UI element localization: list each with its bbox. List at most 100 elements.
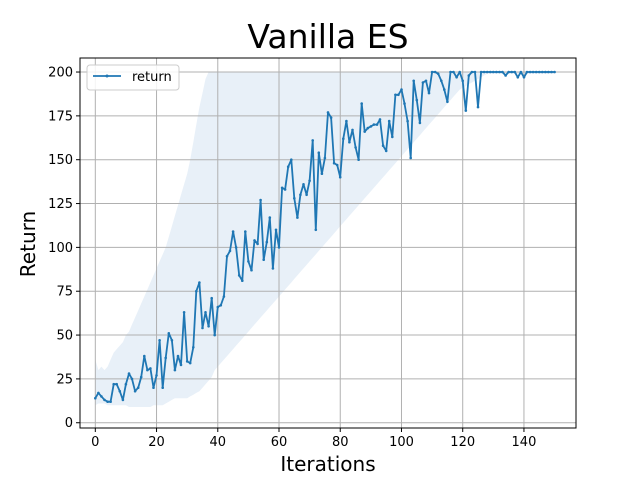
data-point [378, 118, 382, 121]
data-point [302, 183, 305, 186]
data-point [296, 216, 299, 219]
data-point [314, 228, 318, 232]
data-point [504, 74, 507, 77]
data-point [541, 70, 544, 74]
data-point [412, 79, 416, 83]
data-point [357, 158, 360, 161]
data-point [133, 389, 137, 393]
data-point [188, 361, 192, 365]
data-point [268, 216, 272, 219]
data-point [360, 102, 364, 105]
y-tick-label: 100 [48, 241, 73, 256]
legend-series-label: return [132, 70, 172, 85]
data-point [210, 296, 213, 300]
plot-frame [79, 57, 577, 429]
data-point [146, 368, 149, 372]
x-axis-label: Iterations [280, 452, 375, 476]
data-point [553, 70, 556, 74]
data-point [185, 360, 189, 363]
data-point [458, 70, 462, 74]
data-point [492, 70, 495, 74]
data-point [274, 228, 278, 232]
data-point [109, 400, 112, 404]
data-point [136, 386, 140, 390]
data-point [513, 70, 517, 74]
data-point [293, 197, 296, 200]
data-point [305, 193, 308, 197]
data-point [436, 72, 440, 76]
x-tick-label: 100 [389, 435, 414, 450]
x-axis-ticks: 0 20 40 60 80 100 120 140 [91, 428, 536, 450]
data-point [143, 354, 146, 358]
data-point [489, 70, 492, 74]
data-point [195, 289, 198, 293]
data-point [424, 79, 428, 83]
confidence-band [95, 72, 555, 407]
data-point [430, 70, 434, 74]
data-point [112, 382, 115, 386]
data-point [501, 70, 504, 74]
y-tick-label: 25 [56, 372, 73, 387]
data-point [467, 74, 471, 77]
data-point [124, 382, 128, 386]
x-tick-label: 80 [332, 435, 349, 450]
y-tick-label: 200 [48, 66, 73, 81]
data-point [449, 70, 452, 74]
data-point [534, 70, 538, 74]
data-point [381, 144, 385, 147]
y-tick-label: 75 [56, 285, 73, 300]
data-point [415, 98, 419, 102]
data-point [335, 163, 339, 167]
data-point [461, 79, 465, 83]
data-point [375, 123, 379, 126]
data-point [528, 70, 532, 74]
data-point [452, 70, 455, 74]
data-point [308, 179, 311, 182]
y-tick-label: 0 [65, 416, 73, 431]
data-point [397, 93, 400, 97]
data-point [103, 398, 106, 402]
data-point [244, 230, 247, 233]
data-point [421, 81, 425, 84]
legend: return [86, 64, 180, 91]
data-point [262, 258, 266, 262]
data-point [394, 93, 397, 97]
data-point [510, 70, 513, 74]
data-point [387, 119, 391, 123]
data-point [121, 398, 125, 402]
data-point [149, 367, 152, 370]
data-point [222, 295, 226, 298]
data-point [94, 396, 97, 400]
data-point [219, 304, 223, 307]
data-point [498, 70, 501, 74]
data-point [201, 326, 204, 330]
data-point [299, 193, 302, 197]
data-point [231, 230, 235, 233]
data-point [130, 377, 134, 381]
y-tick-label: 50 [56, 329, 73, 344]
data-point [464, 109, 468, 112]
data-point [237, 274, 241, 277]
data-point [406, 119, 409, 123]
data-point [192, 346, 195, 349]
y-axis-ticks: 0 25 50 75 100 125 150 175 200 [48, 66, 80, 431]
data-point [351, 128, 354, 132]
legend-box [86, 64, 180, 91]
data-point [470, 70, 474, 74]
data-point [403, 102, 406, 105]
data-point [152, 386, 155, 390]
x-tick-label: 0 [91, 435, 99, 450]
data-point [354, 146, 357, 149]
data-point [507, 70, 510, 74]
x-tick-label: 40 [210, 435, 227, 450]
data-point [250, 268, 253, 272]
data-point [213, 333, 216, 337]
data-point [179, 363, 183, 367]
data-point [427, 91, 431, 95]
data-point [228, 249, 232, 253]
data-point [522, 76, 526, 79]
data-point [167, 332, 171, 335]
data-point [482, 70, 486, 74]
data-point [345, 119, 348, 123]
data-point [479, 70, 483, 74]
